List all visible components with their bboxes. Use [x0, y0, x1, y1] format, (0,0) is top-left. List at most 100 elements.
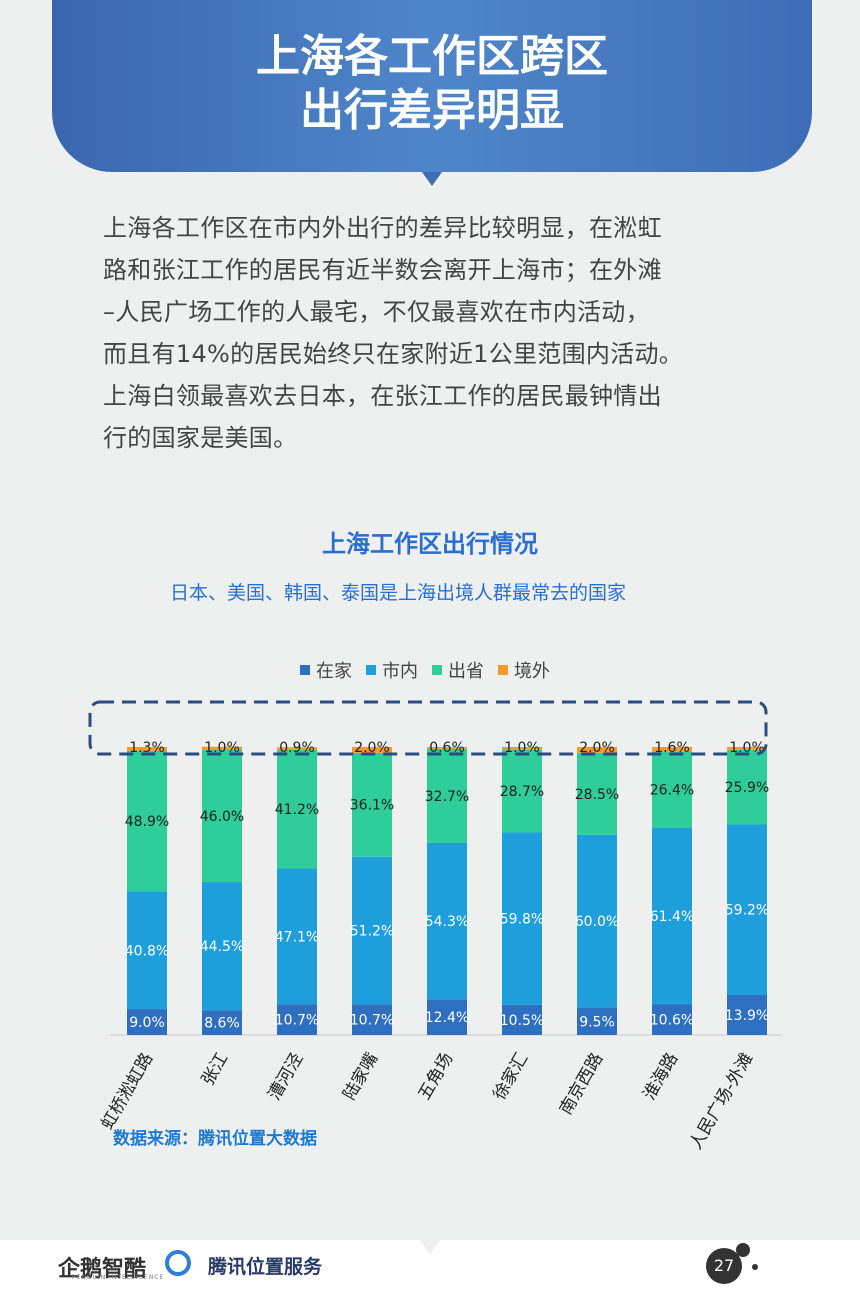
intro-paragraph: 上海各工作区在市内外出行的差异比较明显，在淞虹 路和张江工作的居民有近半数会离开…	[103, 207, 763, 459]
data-label: 1.0%	[729, 740, 765, 756]
legend-swatch	[432, 665, 442, 675]
intro-line: 路和张江工作的居民有近半数会离开上海市；在外滩	[103, 256, 662, 284]
decor-dot	[736, 1243, 750, 1257]
page-number: 27	[706, 1248, 742, 1284]
data-label: 10.6%	[650, 1013, 694, 1029]
data-label: 40.8%	[125, 943, 169, 959]
data-label: 48.9%	[125, 814, 169, 830]
data-label: 59.8%	[500, 912, 544, 928]
data-label: 1.6%	[654, 740, 690, 756]
bar-segment	[502, 1004, 542, 1035]
data-label: 54.3%	[425, 914, 469, 930]
data-label: 10.7%	[350, 1013, 394, 1029]
page-title-line2: 出行差异明显	[300, 85, 564, 136]
intro-line: 上海各工作区在市内外出行的差异比较明显，在淞虹	[103, 214, 662, 242]
category-label: 虹桥淞虹路	[98, 1050, 158, 1134]
stacked-bar-chart: 9.0% 40.8% 48.9% 1.3% 虹桥淞虹路 8.6% 44.5% 46.0% 1.0…	[88, 700, 782, 1154]
bar-segment	[502, 749, 542, 833]
footer-pointer	[420, 1240, 440, 1254]
bar-segment	[727, 749, 767, 825]
banner-pointer	[422, 172, 442, 186]
data-label: 10.5%	[500, 1013, 544, 1029]
data-label: 1.3%	[129, 740, 165, 756]
data-label: 9.0%	[129, 1015, 165, 1031]
data-label: 44.5%	[200, 939, 244, 955]
bar-segment	[427, 748, 467, 843]
bar-segment	[652, 1004, 692, 1035]
intro-line: –人民广场工作的人最宅，不仅最喜欢在市内活动，	[103, 298, 650, 326]
chart-subtitle: 日本、美国、韩国、泰国是上海出境人群最常去的国家	[169, 582, 626, 604]
intro-line: 行的国家是美国。	[103, 424, 298, 452]
data-label: 13.9%	[725, 1008, 769, 1024]
category-label: 五角场	[415, 1050, 458, 1104]
legend-label: 境外	[514, 661, 550, 682]
intro-line: 而且有14%的居民始终只在家附近1公里范围内活动。	[103, 340, 684, 368]
page-title: 上海各工作区跨区 出行差异明显	[52, 30, 812, 138]
data-label: 2.0%	[354, 740, 390, 756]
legend-label: 在家	[316, 661, 352, 682]
data-label: 26.4%	[650, 783, 694, 799]
brand-tencent-location: 腾讯位置服务	[208, 1256, 323, 1278]
bar-segment	[352, 747, 392, 753]
bar-segment	[427, 747, 467, 749]
bar-segment	[202, 746, 242, 750]
bar-segment	[427, 842, 467, 1000]
bar-segment	[577, 1007, 617, 1035]
bar-segment	[127, 1009, 167, 1035]
bar-segment	[277, 868, 317, 1005]
data-label: 47.1%	[275, 929, 319, 945]
data-label: 28.7%	[500, 784, 544, 800]
data-label: 9.5%	[579, 1014, 615, 1030]
bar-segment	[652, 747, 692, 752]
bar-segment	[577, 752, 617, 835]
bar-segment	[202, 882, 242, 1011]
category-label: 陆家嘴	[340, 1050, 383, 1104]
bar-segment	[427, 999, 467, 1035]
bar-segment	[727, 747, 767, 750]
category-label: 人民广场-外滩	[686, 1050, 757, 1154]
bar-segment	[652, 827, 692, 1005]
intro-line: 上海白领最喜欢去日本，在张江工作的居民最钟情出	[103, 382, 662, 410]
bar-segment	[502, 832, 542, 1005]
bar-segment	[577, 747, 617, 753]
legend-item-abroad: 境外	[498, 658, 550, 682]
data-label: 60.0%	[575, 914, 619, 930]
category-label: 南京西路	[556, 1050, 607, 1119]
data-label: 46.0%	[200, 809, 244, 825]
bar-segment	[277, 747, 317, 750]
legend-swatch	[366, 665, 376, 675]
legend-label: 市内	[382, 661, 418, 682]
bar-segment	[127, 891, 167, 1010]
data-label: 36.1%	[350, 798, 394, 814]
category-label: 徐家汇	[490, 1050, 533, 1104]
data-label: 51.2%	[350, 923, 394, 939]
data-source: 数据来源：腾讯位置大数据	[113, 1129, 317, 1149]
bar-segment	[202, 1010, 242, 1035]
data-label: 12.4%	[425, 1010, 469, 1026]
legend-item-city: 市内	[366, 658, 418, 682]
data-label: 25.9%	[725, 780, 769, 796]
category-label: 张江	[198, 1050, 232, 1089]
decor-dot	[752, 1264, 758, 1270]
data-label: 0.6%	[429, 740, 465, 756]
data-label: 59.2%	[725, 903, 769, 919]
location-icon	[165, 1250, 191, 1276]
bar-segment	[127, 750, 167, 892]
bar-segment	[277, 1004, 317, 1035]
brand-penguin-logo: 企鹅智酷	[58, 1257, 147, 1282]
legend-swatch	[498, 665, 508, 675]
bar-segment	[352, 752, 392, 857]
bar-segment	[577, 834, 617, 1008]
bar-segment	[277, 749, 317, 869]
category-label: 淮海路	[640, 1050, 683, 1104]
legend-swatch	[300, 665, 310, 675]
bar-segment	[127, 747, 167, 751]
data-label: 61.4%	[650, 909, 694, 925]
bar-segment	[352, 856, 392, 1005]
data-label: 0.9%	[279, 740, 315, 756]
bar-segment	[202, 749, 242, 883]
data-label: 8.6%	[204, 1016, 240, 1032]
data-label: 10.7%	[275, 1013, 319, 1029]
data-label: 1.0%	[504, 740, 540, 756]
bar-segment	[727, 824, 767, 995]
